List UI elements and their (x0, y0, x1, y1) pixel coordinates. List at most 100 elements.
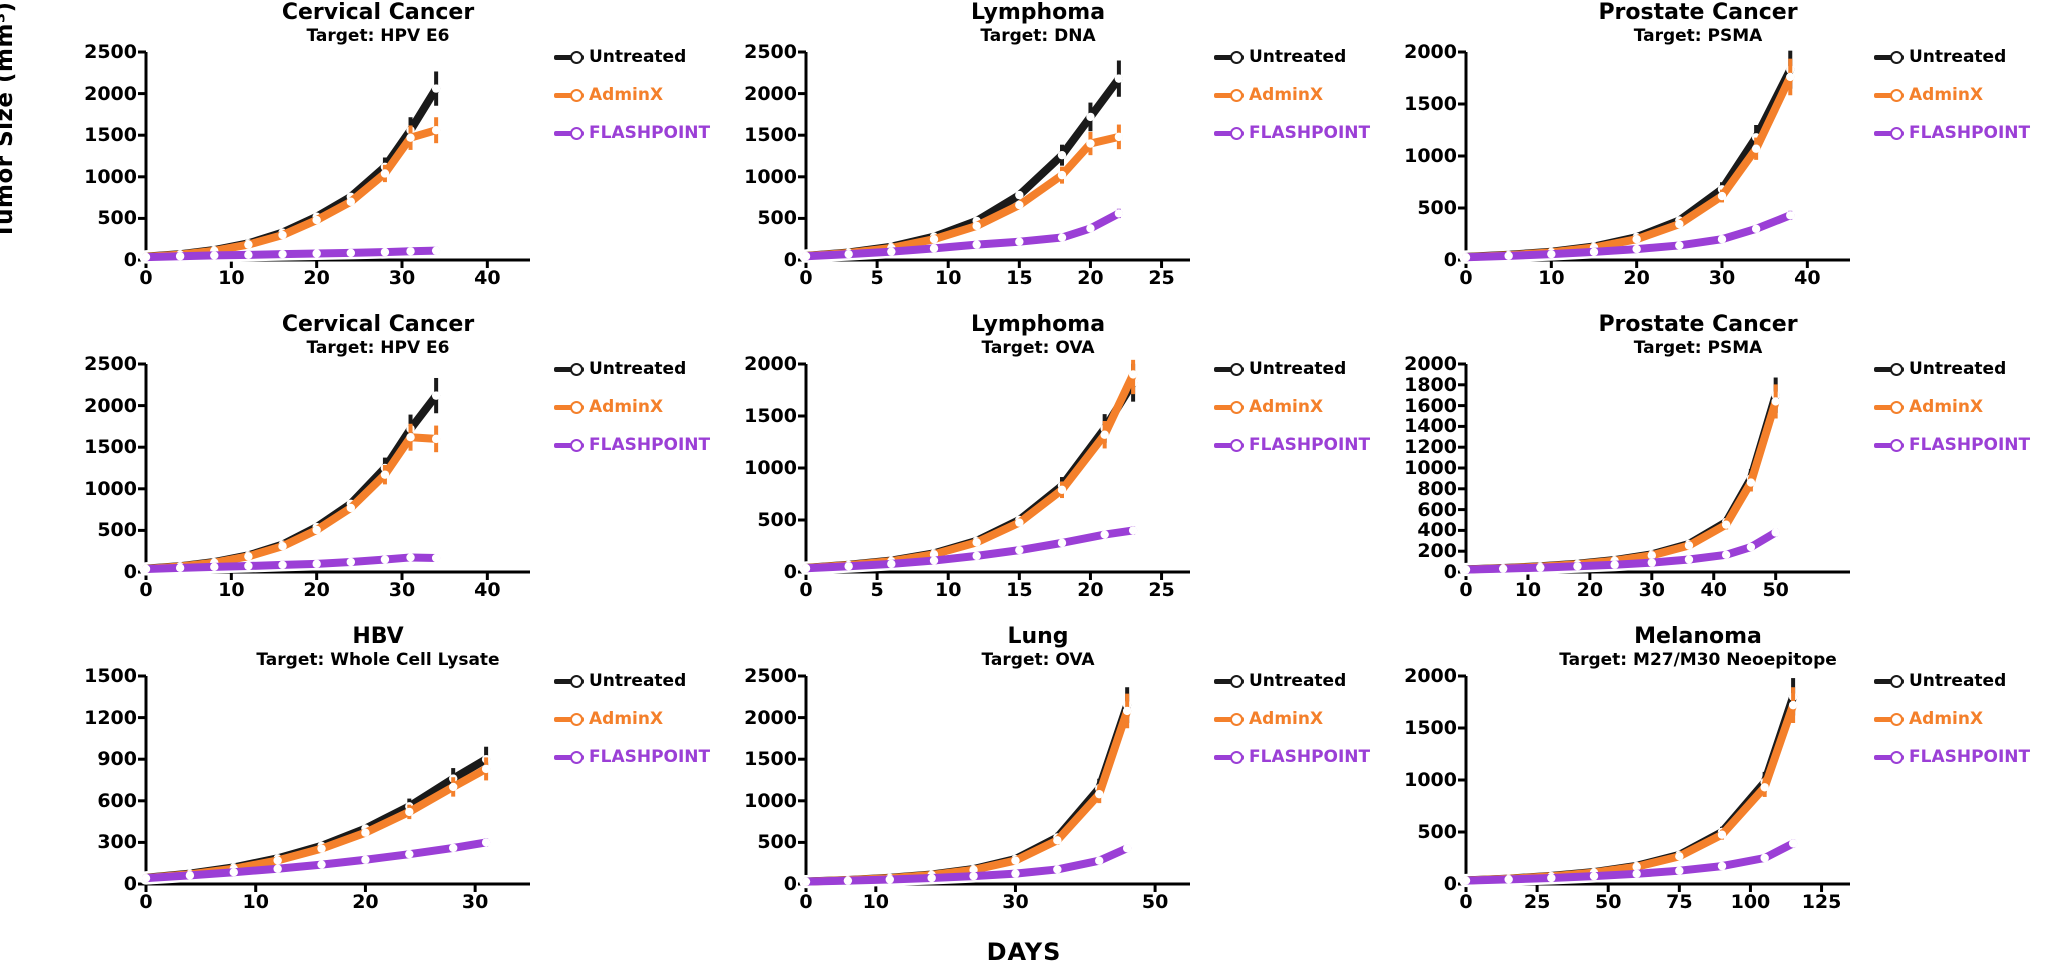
x-tick-label: 20 (352, 891, 379, 913)
legend-line-swatch (554, 404, 584, 410)
legend-label: Untreated (589, 359, 687, 379)
y-tick-label: 2500 (744, 665, 797, 687)
data-point-marker (141, 564, 151, 574)
legend-item-admin[interactable]: AdminX (1874, 708, 2024, 730)
data-point-marker (481, 838, 491, 847)
data-point-marker (361, 855, 370, 864)
legend-item-untreated[interactable]: Untreated (1874, 358, 2024, 380)
y-tick-label: 1000 (1404, 145, 1457, 167)
legend-item-untreated[interactable]: Untreated (1874, 670, 2024, 692)
legend-item-flashpoint[interactable]: FLASHPOINT (1874, 122, 2030, 144)
x-tick-label: 25 (1148, 267, 1175, 289)
data-point-marker (1788, 839, 1798, 848)
data-point-marker (1675, 852, 1684, 861)
data-point-marker (431, 84, 441, 93)
data-point-marker (278, 560, 287, 570)
legend-item-untreated[interactable]: Untreated (554, 46, 704, 68)
x-tick-label: 20 (1623, 267, 1650, 289)
legend-item-untreated[interactable]: Untreated (1214, 670, 1364, 692)
y-tick-label: 500 (1417, 821, 1457, 843)
plot-area: 0 500 1000 1500 2000 0 10 20 30 40 (1404, 41, 1850, 289)
series-line (1462, 528, 1780, 574)
data-point-marker (278, 542, 287, 551)
data-point-marker (141, 873, 151, 883)
legend-item-flashpoint[interactable]: FLASHPOINT (554, 122, 710, 144)
legend-label: FLASHPOINT (1249, 747, 1371, 767)
data-point-marker (801, 252, 811, 261)
data-point-marker (1632, 244, 1641, 254)
legend-item-admin[interactable]: AdminX (1874, 84, 2024, 106)
legend-label: AdminX (589, 397, 664, 417)
panel-title: Cervical Cancer (281, 0, 475, 25)
data-point-marker (1647, 558, 1657, 567)
legend-marker-dot (1890, 88, 1903, 102)
legend-item-admin[interactable]: AdminX (1214, 84, 1364, 106)
legend-item-flashpoint[interactable]: FLASHPOINT (1214, 746, 1370, 768)
data-point-marker (1589, 247, 1599, 257)
y-tick-label: 500 (757, 207, 797, 230)
legend-line-swatch (554, 754, 584, 760)
data-point-marker (1547, 249, 1556, 259)
x-tick-label: 10 (934, 579, 962, 601)
legend-item-admin[interactable]: AdminX (554, 396, 704, 418)
legend-line-swatch (1214, 442, 1244, 448)
data-point-marker (431, 434, 441, 444)
legend-item-untreated[interactable]: Untreated (554, 358, 704, 380)
legend-label: FLASHPOINT (1909, 747, 2031, 767)
legend-item-flashpoint[interactable]: FLASHPOINT (1874, 746, 2030, 768)
y-tick-label: 500 (97, 519, 137, 542)
legend-item-admin[interactable]: AdminX (1874, 396, 2024, 418)
legend-item-flashpoint[interactable]: FLASHPOINT (554, 434, 710, 456)
data-point-marker (1057, 150, 1067, 160)
legend-item-admin[interactable]: AdminX (554, 708, 704, 730)
data-point-marker (1746, 542, 1756, 552)
x-tick-label: 10 (862, 891, 890, 913)
data-point-marker (431, 391, 441, 400)
legend-item-admin[interactable]: AdminX (1214, 708, 1364, 730)
data-point-marker (406, 553, 415, 562)
series-line (142, 246, 441, 262)
legend-item-admin[interactable]: AdminX (554, 84, 704, 106)
data-point-marker (449, 782, 458, 792)
chart-svg (1458, 674, 1850, 892)
legend-item-flashpoint[interactable]: FLASHPOINT (1214, 122, 1370, 144)
panel-lung-bottom: Lung Target: OVA 0 500 1000 1500 2000 2500 0 10 30… (718, 624, 1370, 924)
data-point-marker (843, 876, 853, 885)
y-tick-label: 500 (1417, 197, 1457, 219)
legend-item-flashpoint[interactable]: FLASHPOINT (554, 746, 710, 768)
data-point-marker (1015, 237, 1024, 246)
y-tick-label: 2000 (744, 82, 797, 105)
y-tick-label: 600 (1417, 498, 1457, 521)
axis-spines (1464, 364, 1850, 574)
data-point-marker (1786, 72, 1795, 82)
data-point-marker (1128, 370, 1138, 379)
legend-marker-dot (570, 126, 583, 140)
data-point-marker (1771, 528, 1780, 537)
panel-title: Prostate Cancer (1598, 0, 1798, 25)
legend-item-untreated[interactable]: Untreated (554, 670, 704, 692)
legend-item-flashpoint[interactable]: FLASHPOINT (1874, 434, 2030, 456)
legend-item-untreated[interactable]: Untreated (1214, 358, 1364, 380)
panel-title: Prostate Cancer (1598, 312, 1798, 337)
data-point-marker (175, 252, 185, 261)
x-tick-label: 30 (388, 579, 416, 601)
legend-label: AdminX (589, 709, 664, 729)
series-line (1462, 701, 1798, 885)
legend-item-flashpoint[interactable]: FLASHPOINT (1214, 434, 1370, 456)
data-point-marker (312, 249, 321, 258)
x-tick-label: 75 (1666, 891, 1693, 913)
data-point-marker (1122, 844, 1132, 853)
data-point-marker (380, 169, 390, 178)
data-point-marker (1786, 211, 1795, 220)
data-point-marker (1086, 139, 1095, 148)
data-point-marker (481, 764, 491, 774)
panel-subtitle: Target: PSMA (1633, 26, 1763, 46)
y-tick-label: 0 (783, 873, 797, 895)
legend-item-untreated[interactable]: Untreated (1874, 46, 2024, 68)
panel-lymphoma-mid: Lymphoma Target: OVA 0 500 1000 1500 2000 0 5 10 1… (718, 312, 1370, 612)
legend-item-untreated[interactable]: Untreated (1214, 46, 1364, 68)
legend-item-admin[interactable]: AdminX (1214, 396, 1364, 418)
data-point-marker (1461, 876, 1471, 885)
x-tick-label: 0 (799, 891, 813, 913)
